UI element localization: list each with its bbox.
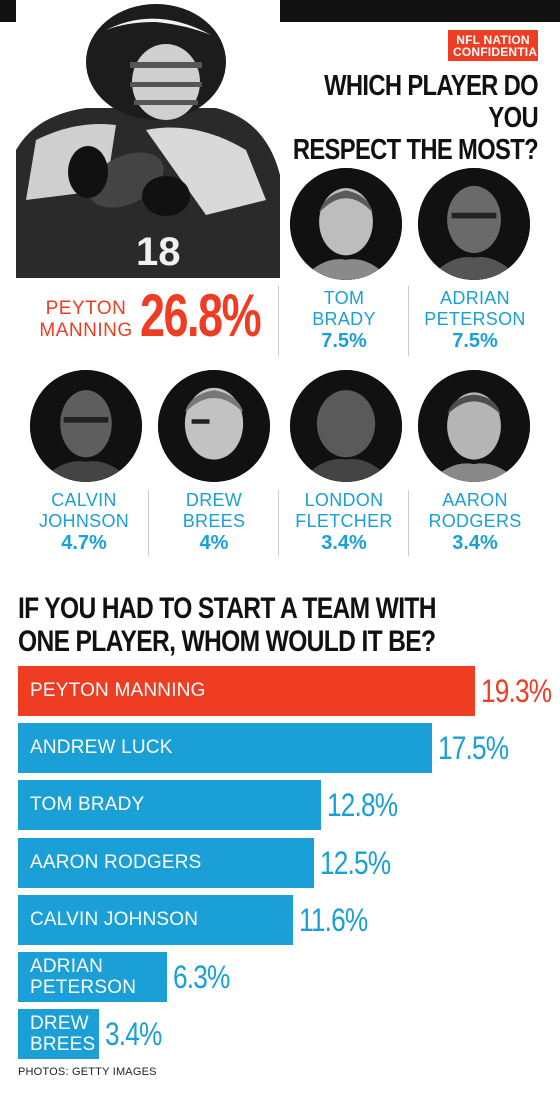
respect-value: 7.5% (452, 330, 498, 352)
bar-label-line: ADRIAN (30, 956, 103, 977)
divider (408, 286, 409, 356)
bar-label: AARON RODGERS (30, 852, 202, 873)
respect-name-line-2: RODGERS (428, 511, 522, 531)
question-1-line-2: RESPECT THE MOST? (292, 134, 539, 166)
portrait-tom-brady (290, 168, 402, 280)
bar-label: DREW BREES (30, 1013, 95, 1055)
respect-name-line-1: LONDON (304, 490, 384, 510)
bar-label-line: ANDREW LUCK (30, 737, 173, 759)
portrait-adrian-peterson (418, 168, 530, 280)
bar (18, 952, 167, 1002)
bar (18, 666, 475, 716)
respect-name-line-1: TOM (323, 288, 365, 308)
bar-label-line: CALVIN JOHNSON (30, 908, 199, 930)
divider (278, 286, 279, 356)
portrait-calvin-johnson (30, 370, 142, 482)
respect-value: 4% (199, 532, 229, 554)
question-2-title: IF YOU HAD TO START A TEAM WITH ONE PLAY… (18, 592, 477, 658)
bar-row: ANDREW LUCK 17.5% (18, 723, 542, 774)
bar-label: PEYTON MANNING (30, 680, 206, 701)
bar (18, 1009, 99, 1060)
hero-player-photo: 18 (16, 0, 280, 278)
respect-cell-calvin-johnson: CALVIN JOHNSON 4.7% (22, 490, 146, 554)
portrait-london-fletcher (290, 370, 402, 482)
respect-name-line-1: ADRIAN (440, 288, 510, 308)
bar-value-label: 12.8% (327, 787, 398, 824)
bar-label-line: PEYTON MANNING (30, 680, 206, 701)
bar-row: AARON RODGERS 12.5% (18, 837, 424, 888)
bar-row: CALVIN JOHNSON 11.6% (18, 894, 403, 945)
bar-value-label: 11.6% (299, 901, 368, 938)
bar-label: TOM BRADY (30, 794, 144, 815)
question-2-line-2: ONE PLAYER, WHOM WOULD IT BE? (18, 625, 436, 658)
bar-label: ANDREW LUCK (30, 737, 173, 758)
bar (18, 837, 314, 888)
respect-name-line-1: AARON (442, 490, 508, 510)
bar (18, 780, 321, 831)
bar-value-label: 19.3% (481, 673, 552, 709)
bar-value-label: 6.3% (173, 959, 230, 995)
divider (148, 490, 149, 556)
photo-credit: PHOTOS: GETTY IMAGES (18, 1066, 157, 1078)
bar-value-label: 17.5% (438, 730, 509, 767)
respect-top-value: 26.8% (140, 282, 262, 349)
bar-label-line: TOM BRADY (30, 794, 145, 816)
portrait-drew-brees (158, 370, 270, 482)
nfl-nation-badge: NFL NATION CONFIDENTIAL (448, 30, 545, 61)
bar-row: DREW BREES 3.4% (18, 1009, 209, 1060)
question-2-line-1: IF YOU HAD TO START A TEAM WITH (18, 592, 437, 625)
respect-cell-tom-brady: TOM BRADY 7.5% (282, 288, 406, 352)
badge-line-1: NFL NATION (456, 33, 530, 47)
bar-label-line: BREES (30, 1034, 96, 1056)
respect-cell-drew-brees: DREW BREES 4% (152, 490, 276, 554)
respect-cell-london-fletcher: LONDON FLETCHER 3.4% (282, 490, 406, 554)
bar-row: PEYTON MANNING 19.3% (18, 666, 560, 716)
respect-top-name-line-2: MANNING (39, 320, 133, 341)
respect-cell-adrian-peterson: ADRIAN PETERSON 7.5% (410, 288, 540, 352)
respect-value: 7.5% (321, 330, 367, 352)
respect-name-line-2: PETERSON (424, 309, 526, 329)
bar-label-line: AARON RODGERS (30, 851, 202, 873)
bar-label: ADRIAN PETERSON (30, 956, 136, 998)
respect-name-line-2: BRADY (312, 309, 376, 329)
bar-label-line: PETERSON (30, 977, 137, 998)
divider (408, 490, 409, 556)
bar-label: CALVIN JOHNSON (30, 909, 198, 930)
question-1-line-1: WHICH PLAYER DO YOU (324, 70, 539, 134)
respect-name-line-2: BREES (182, 511, 246, 531)
bar-value-label: 3.4% (105, 1016, 162, 1053)
divider (278, 490, 279, 556)
bar-value-label: 12.5% (320, 844, 391, 881)
portrait-aaron-rodgers (418, 370, 530, 482)
respect-cell-aaron-rodgers: AARON RODGERS 3.4% (410, 490, 540, 554)
respect-top-name: PEYTON MANNING (26, 298, 146, 342)
badge-line-2: CONFIDENTIAL (453, 45, 545, 59)
svg-text:18: 18 (136, 230, 181, 274)
respect-name-line-2: JOHNSON (38, 511, 130, 531)
bar (18, 723, 432, 774)
bar (18, 894, 293, 945)
respect-top-pick: PEYTON MANNING 26.8% (18, 284, 268, 364)
respect-name-line-1: DREW (185, 490, 243, 510)
respect-value: 3.4% (321, 532, 367, 554)
bar-row: ADRIAN PETERSON 6.3% (18, 952, 277, 1002)
respect-value: 3.4% (452, 532, 498, 554)
respect-name-line-2: FLETCHER (295, 511, 393, 531)
respect-top-name-line-1: PEYTON (45, 298, 127, 319)
bar-label-line: DREW (30, 1013, 89, 1035)
respect-name-line-1: CALVIN (51, 490, 117, 510)
question-1-title: WHICH PLAYER DO YOU RESPECT THE MOST? (292, 70, 539, 166)
respect-value: 4.7% (61, 532, 107, 554)
bar-row: TOM BRADY 12.8% (18, 780, 431, 831)
